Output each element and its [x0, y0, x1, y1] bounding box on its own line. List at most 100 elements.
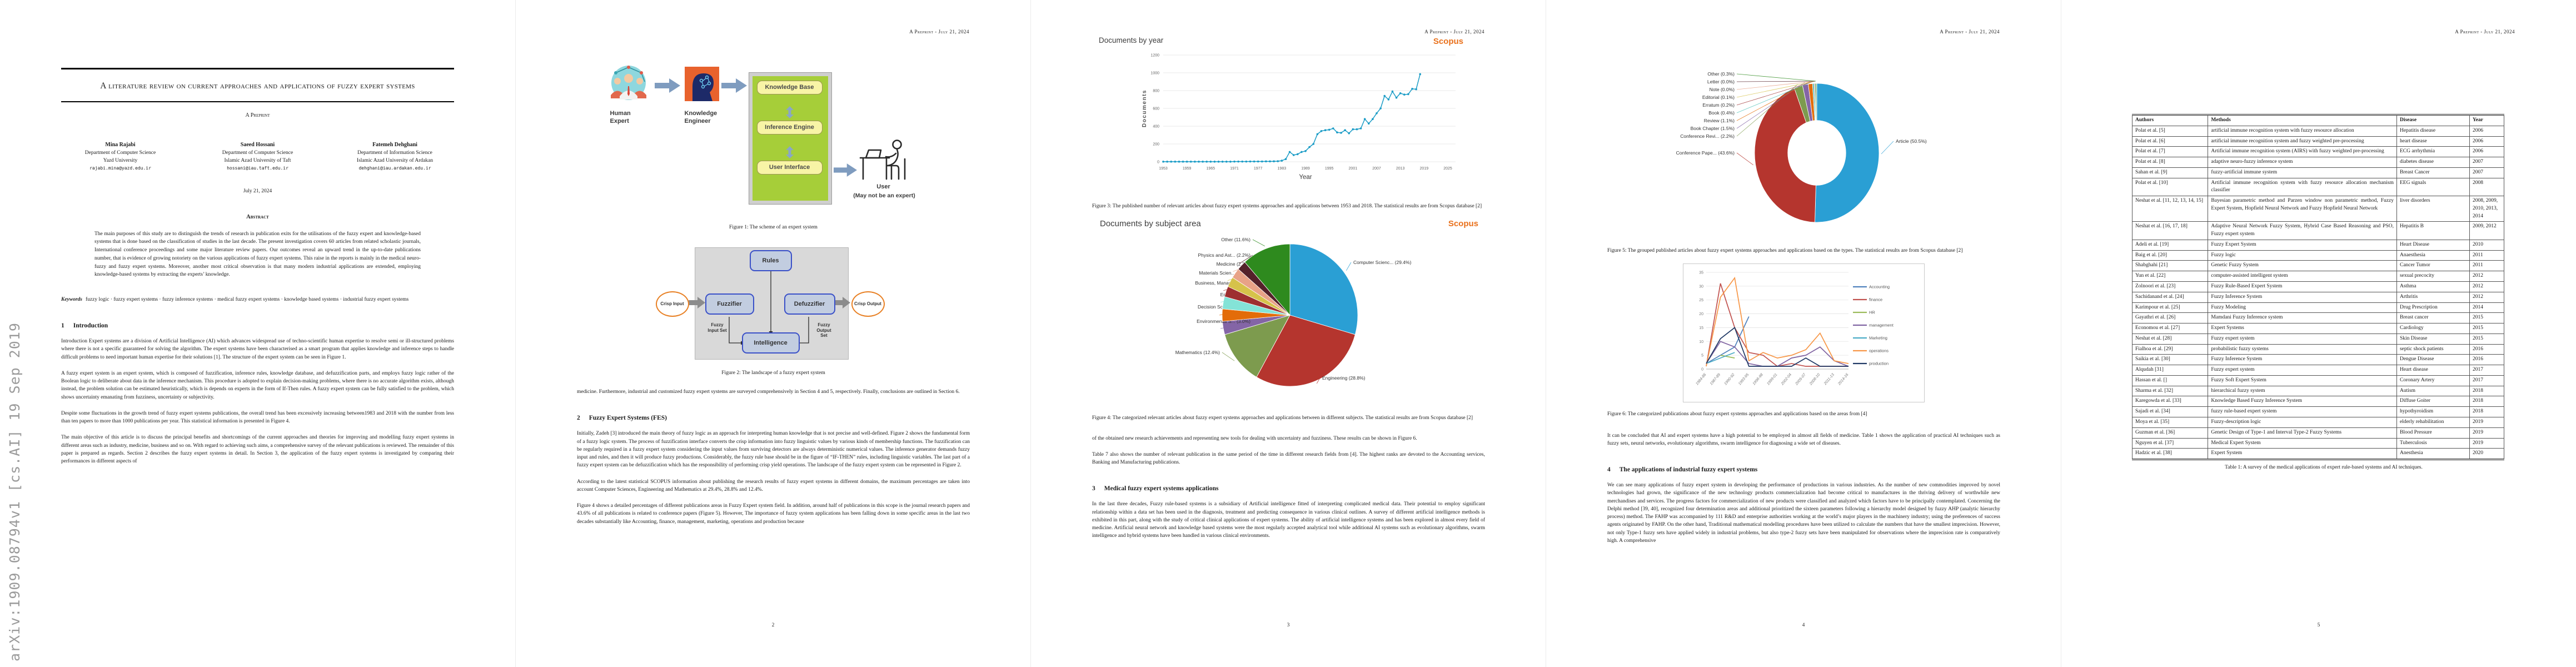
author-univ: Yazd University: [103, 158, 138, 164]
svg-text:35: 35: [1699, 271, 1703, 275]
arrow-right-icon: [654, 78, 680, 93]
table-row: Neshat et al. [11, 12, 13, 14, 15] Bayesi…: [2131, 196, 2505, 222]
svg-text:Book Chapter (1.5%): Book Chapter (1.5%): [1690, 126, 1735, 131]
table-row: Karimpour et al. [25] Fuzzy Modeling Drug …: [2131, 302, 2505, 313]
svg-text:Documents: Documents: [1142, 89, 1148, 127]
svg-text:1965: 1965: [1207, 167, 1215, 171]
svg-text:Conference Revi... (2.2%): Conference Revi... (2.2%): [1680, 133, 1735, 139]
paper-date: July 21, 2024: [243, 188, 272, 194]
table-row: Polat et al. [7] Artificial immune recogn…: [2131, 146, 2505, 158]
table-row: Polat et al. [6] artificial immune recogn…: [2131, 136, 2505, 147]
paragraph: A fuzzy expert system is an expert syste…: [61, 370, 454, 400]
keywords-text: fuzzy logic · fuzzy expert systems · fuz…: [86, 296, 409, 302]
svg-text:0: 0: [1157, 161, 1159, 165]
double-arrow-icon: [785, 146, 794, 158]
fuzzifier-box: Fuzzifier: [705, 293, 754, 315]
paragraph: Initially, Zadeh [3] introduced the main…: [577, 431, 970, 469]
paragraph: We can see many applications of fuzzy ex…: [1607, 482, 2000, 544]
svg-text:30: 30: [1699, 285, 1703, 289]
svg-text:Medicine (2.3%): Medicine (2.3%): [1217, 261, 1251, 267]
svg-text:Year: Year: [1299, 174, 1312, 181]
intelligence-box: Intelligence: [741, 332, 800, 354]
section-2-heading: 2 Fuzzy Expert Systems (FES): [577, 415, 667, 422]
page-number: 3: [1287, 623, 1290, 628]
table-row: Adeli et al. [19] Fuzzy Expert System Hear…: [2131, 239, 2505, 251]
abstract-title: Abstract: [246, 213, 269, 220]
paragraph: According to the latest statistical SCOP…: [577, 479, 970, 492]
inference-engine-box: Inference Engine: [756, 121, 823, 135]
paragraph: Figure 4 shows a detailed percentages of…: [577, 503, 970, 525]
svg-text:Conference Pape... (43.6%): Conference Pape... (43.6%): [1676, 150, 1735, 156]
author-email: hossani@iau.taft.edu.ir: [227, 165, 288, 171]
fuzzy-output-set-label: Fuzzy Output Set: [816, 322, 831, 339]
page-number: 5: [2317, 623, 2320, 628]
user-at-desk-icon: [859, 140, 905, 180]
page-5: A Preprint - July 21, 2024 Authors Metho…: [2061, 0, 2576, 667]
section-4-heading: 4 The applications of industrial fuzzy ex…: [1607, 466, 1758, 473]
author-dept: Department of Information Science: [357, 150, 432, 156]
svg-text:management: management: [1869, 323, 1894, 328]
svg-text:2013: 2013: [1396, 167, 1405, 171]
svg-text:5: 5: [1701, 354, 1703, 358]
svg-text:600: 600: [1153, 107, 1159, 111]
svg-text:Business, Manag... (2.4%): Business, Manag... (2.4%): [1195, 280, 1250, 286]
table-row: Zolnoori et al. [23] Fuzzy Rule-Based Exp…: [2131, 281, 2505, 292]
svg-text:Erratum (0.2%): Erratum (0.2%): [1702, 102, 1735, 108]
documents-by-subject-pie-chart: Computer Scienc... (29.4%) Engineering (2…: [1175, 237, 1412, 387]
svg-text:400: 400: [1153, 125, 1159, 129]
col-methods: Methods: [2208, 115, 2397, 126]
paragraph: Despite some fluctuations in the growth …: [61, 410, 454, 425]
title-rule-top: [61, 68, 454, 69]
svg-text:1989: 1989: [1301, 167, 1310, 171]
table-row: Moya et al. [35] Fuzzy-description logic e…: [2131, 416, 2505, 428]
svg-text:Scopus: Scopus: [1433, 37, 1463, 46]
table-row: Alqudah [31] Fuzzy expert system Heart dis…: [2131, 365, 2505, 376]
paragraph: In the last three decades, Fuzzy rule-ba…: [1092, 501, 1485, 539]
svg-text:Letter (0.0%): Letter (0.0%): [1707, 79, 1734, 84]
human-expert-icon: [610, 66, 646, 100]
svg-text:1953: 1953: [1159, 167, 1168, 171]
svg-text:1971: 1971: [1230, 167, 1239, 171]
svg-text:Other (0.3%): Other (0.3%): [1707, 71, 1735, 77]
figure-4-header: Documents by subject area Scopus: [1092, 219, 1485, 228]
page-number: 4: [1802, 623, 1805, 628]
svg-text:HR: HR: [1869, 310, 1875, 315]
figure-3-caption: Figure 3: The published number of releva…: [1092, 203, 1482, 209]
svg-text:800: 800: [1153, 89, 1159, 93]
table-row: Nguyen et al. [37] Medical Expert System T…: [2131, 437, 2505, 449]
table-row: Polat et al. [5] artificial immune recogn…: [2131, 125, 2505, 137]
table-row: Hadzic et al. [38] Expert System Anesthesi…: [2131, 448, 2505, 460]
figure-5-caption: Figure 5: The grouped published articles…: [1607, 248, 1963, 253]
page-1: arXiv:1909.08794v1 [cs.AI] 19 Sep 2019 A…: [0, 0, 515, 667]
crisp-output-ellipse: Crisp Output: [851, 291, 885, 317]
chart-title: Documents by subject area: [1100, 219, 1201, 229]
figure-4-caption: Figure 4: The categorized relevant artic…: [1092, 415, 1473, 421]
keywords-label: Keywords: [61, 296, 82, 302]
figure-1-expert-system-diagram: Human Expert Knowledge Engineer: [607, 60, 940, 217]
svg-text:2019: 2019: [1420, 167, 1429, 171]
svg-text:finance: finance: [1869, 297, 1882, 302]
col-year: Year: [2469, 115, 2505, 126]
table-row: Polat et al. [8] adaptive neuro-fuzzy inf…: [2131, 157, 2505, 168]
abstract-text: The main purposes of this study are to d…: [94, 231, 421, 278]
author-block: Mina Rajabi Department of Computer Scien…: [61, 141, 454, 172]
medical-applications-table: Authors Methods Disease Year Polat et al…: [2131, 114, 2505, 461]
svg-text:2025: 2025: [1443, 167, 1452, 171]
expert-system-panel-bg: [752, 76, 828, 201]
svg-text:Documents by year: Documents by year: [1099, 36, 1164, 44]
rules-box: Rules: [749, 250, 792, 271]
arrow-right-icon: [833, 163, 857, 177]
paragraph: medicine. Furthermore, industrial and cu…: [577, 389, 960, 395]
svg-text:Engineering (28.8%): Engineering (28.8%): [1322, 375, 1366, 381]
table-1-caption: Table 1: A survey of the medical applica…: [2225, 465, 2423, 471]
svg-text:Materials Scien... (2.3%): Materials Scien... (2.3%): [1199, 270, 1250, 276]
author-univ: Islamic Azad University of Taft: [224, 158, 291, 164]
svg-text:operations: operations: [1869, 349, 1889, 354]
running-header: A Preprint - July 21, 2024: [1424, 29, 1484, 34]
svg-text:1200: 1200: [1150, 54, 1159, 58]
user-label: User: [876, 183, 890, 190]
page-number: 2: [771, 623, 775, 628]
svg-text:Book (0.4%): Book (0.4%): [1708, 110, 1735, 116]
running-header: A Preprint - July 21, 2024: [1940, 29, 2000, 34]
documents-by-type-donut-chart: Article (50.5%) Conference Pape... (43.6%…: [1676, 71, 1926, 223]
